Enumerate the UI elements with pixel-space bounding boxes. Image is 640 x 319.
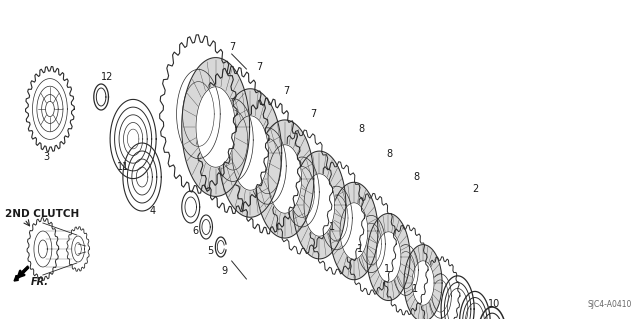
Text: 6: 6 bbox=[192, 226, 198, 236]
Text: 8: 8 bbox=[413, 172, 419, 182]
Text: 7: 7 bbox=[310, 109, 317, 119]
Ellipse shape bbox=[330, 182, 378, 280]
Ellipse shape bbox=[268, 145, 301, 213]
Text: 7: 7 bbox=[284, 86, 290, 96]
Text: FR.: FR. bbox=[31, 277, 49, 287]
Text: 5: 5 bbox=[207, 246, 213, 256]
Text: 2ND CLUTCH: 2ND CLUTCH bbox=[5, 209, 79, 219]
Text: 8: 8 bbox=[386, 149, 392, 159]
Ellipse shape bbox=[293, 151, 346, 259]
Text: 3: 3 bbox=[43, 152, 49, 162]
Text: 7: 7 bbox=[229, 42, 236, 52]
Ellipse shape bbox=[196, 87, 236, 167]
Text: 1: 1 bbox=[301, 202, 307, 212]
Text: 1: 1 bbox=[273, 179, 280, 189]
Text: 1: 1 bbox=[356, 244, 363, 254]
Ellipse shape bbox=[376, 232, 401, 282]
Ellipse shape bbox=[367, 213, 410, 300]
Text: 11: 11 bbox=[116, 162, 129, 172]
Text: 8: 8 bbox=[358, 124, 365, 134]
Text: 7: 7 bbox=[256, 62, 262, 72]
Ellipse shape bbox=[412, 261, 434, 305]
Text: 4: 4 bbox=[149, 206, 156, 216]
Text: 12: 12 bbox=[101, 72, 114, 82]
Text: 1: 1 bbox=[246, 159, 253, 169]
Text: 9: 9 bbox=[221, 266, 227, 276]
Ellipse shape bbox=[404, 245, 442, 319]
Text: 1: 1 bbox=[412, 284, 418, 294]
Text: 2: 2 bbox=[472, 184, 478, 194]
FancyArrow shape bbox=[14, 266, 29, 281]
Text: 1: 1 bbox=[384, 264, 390, 274]
Ellipse shape bbox=[232, 116, 269, 190]
Ellipse shape bbox=[304, 174, 335, 236]
Text: SJC4-A0410: SJC4-A0410 bbox=[588, 300, 632, 309]
Ellipse shape bbox=[182, 58, 250, 197]
Ellipse shape bbox=[219, 89, 282, 217]
Ellipse shape bbox=[256, 120, 314, 238]
Text: 10: 10 bbox=[488, 299, 500, 309]
Ellipse shape bbox=[340, 203, 368, 259]
Text: 1: 1 bbox=[328, 222, 335, 232]
